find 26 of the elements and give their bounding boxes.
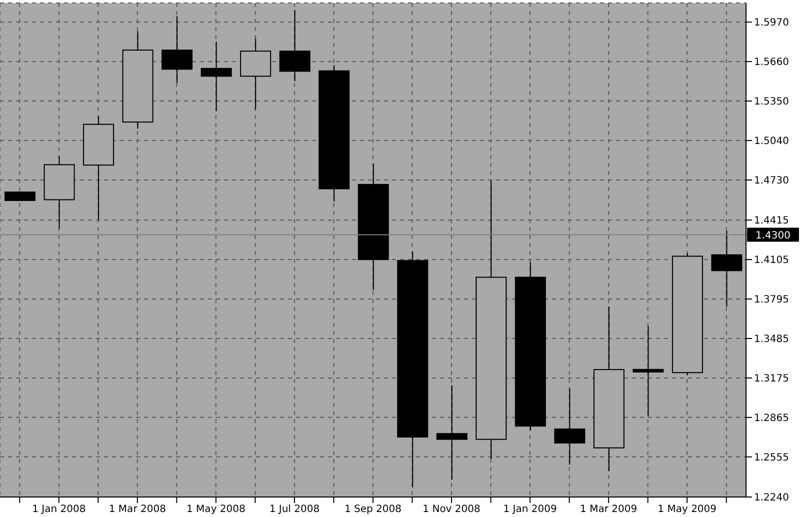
x-tick-label: 1 Sep 2008 (344, 504, 402, 516)
x-tick-label: 1 Mar 2009 (580, 504, 638, 516)
y-tick-label: 1.5040 (754, 136, 789, 148)
y-tick-label: 1.4415 (754, 216, 789, 227)
candlestick (200, 41, 232, 112)
candlestick (632, 326, 664, 417)
x-tick-label: 1 Mar 2008 (108, 504, 166, 516)
x-tick-label: 1 Jan 2008 (32, 504, 86, 516)
y-tick-label: 1.4105 (754, 255, 789, 266)
x-tick-label: 1 Jul 2008 (269, 504, 320, 516)
candlestick (436, 384, 468, 480)
y-tick-label: 1.3175 (754, 374, 789, 385)
x-tick-label: 1 Jan 2009 (503, 504, 557, 516)
y-tick-label: 1.4730 (754, 176, 789, 187)
y-tick-label: 1.2240 (754, 492, 789, 504)
y-tick-label: 1.3485 (754, 334, 789, 346)
x-tick-label: 1 Nov 2008 (422, 504, 480, 516)
y-tick-label: 1.5970 (754, 18, 789, 29)
y-tick-label: 1.5350 (754, 96, 789, 108)
ref-line-label: 1.4300 (756, 230, 790, 242)
x-tick-label: 1 May 2009 (658, 504, 717, 516)
y-tick-label: 1.5660 (754, 57, 789, 68)
y-tick-label: 1.2555 (754, 452, 789, 464)
x-tick-label: 1 May 2008 (186, 504, 246, 516)
y-tick-label: 1.3795 (754, 294, 789, 306)
y-tick-label: 1.2865 (754, 412, 789, 424)
